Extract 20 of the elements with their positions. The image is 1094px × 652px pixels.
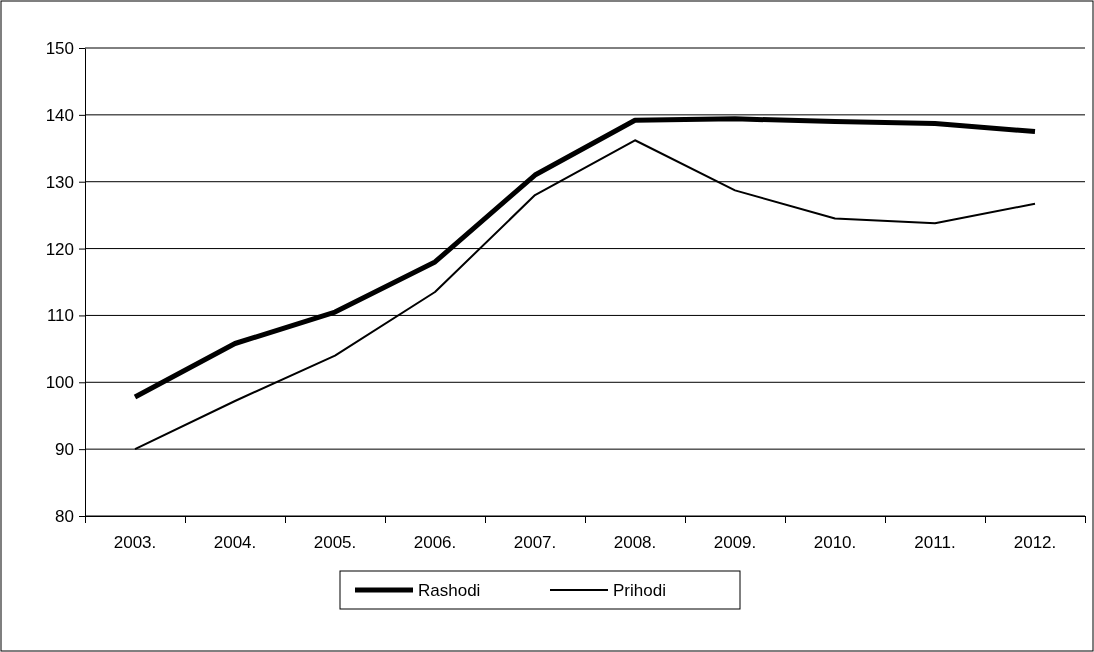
x-tick-label: 2003. [113, 533, 157, 552]
x-tick-label: 2012. [1013, 533, 1057, 552]
y-tick-label: 90 [55, 440, 74, 460]
x-tick-label: 2007. [513, 533, 557, 552]
x-tick-label: 2009. [713, 533, 757, 552]
x-tick-label: 2011. [914, 533, 956, 552]
x-tick-label: 2010. [813, 533, 857, 552]
x-tick-label: 2006. [413, 533, 457, 552]
x-tick-label: 2008. [613, 533, 657, 552]
legend-label: Rashodi [418, 581, 481, 600]
y-tick-label: 100 [45, 373, 74, 393]
x-tick-label: 2004. [213, 533, 257, 552]
y-tick-label: 120 [45, 239, 74, 259]
y-tick-label: 110 [46, 306, 74, 326]
y-tick-label: 140 [45, 105, 74, 125]
legend-label: Prihodi [613, 581, 666, 600]
y-tick-label: 80 [55, 506, 74, 526]
y-tick-label: 150 [45, 38, 74, 58]
y-tick-label: 130 [45, 172, 74, 192]
x-tick-label: 2005. [313, 533, 357, 552]
